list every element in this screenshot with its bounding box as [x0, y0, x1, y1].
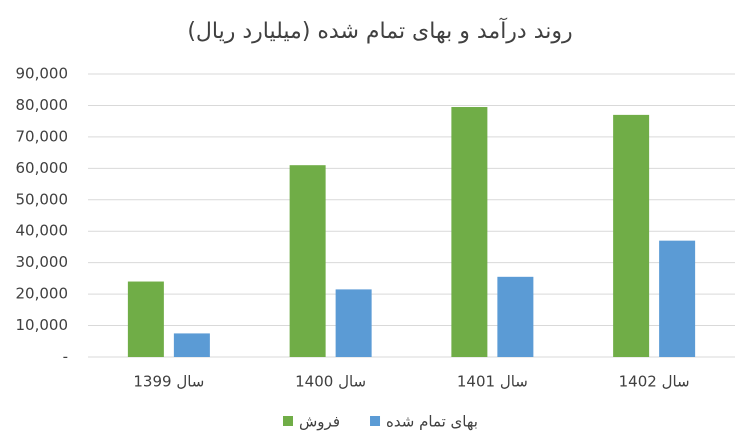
- x-tick-label: سال 1401: [457, 373, 528, 391]
- legend-label: فروش: [299, 413, 340, 431]
- y-tick-label: 10,000: [16, 316, 69, 334]
- bar: [173, 333, 210, 357]
- y-tick-label: 50,000: [16, 190, 69, 208]
- bar: [127, 281, 164, 357]
- bar: [451, 107, 488, 358]
- y-tick-label: -: [63, 348, 68, 366]
- bar: [289, 165, 326, 357]
- y-tick-label: 20,000: [16, 285, 69, 303]
- y-tick-label: 90,000: [16, 65, 69, 83]
- legend-label: بهای تمام شده: [386, 413, 478, 431]
- legend-swatch: [283, 416, 293, 426]
- y-tick-label: 70,000: [16, 127, 69, 145]
- legend-swatch: [370, 416, 381, 426]
- bar: [335, 289, 372, 357]
- bar: [613, 114, 650, 357]
- y-tick-label: 60,000: [16, 159, 69, 177]
- x-tick-label: سال 1400: [295, 373, 366, 391]
- bar: [659, 240, 696, 357]
- x-tick-label: سال 1399: [133, 373, 204, 391]
- bar: [497, 276, 534, 357]
- y-tick-label: 40,000: [16, 222, 69, 240]
- y-tick-label: 80,000: [16, 96, 69, 114]
- x-tick-label: سال 1402: [619, 373, 690, 391]
- chart-title: روند درآمد و بهای تمام شده (میلیارد ریال…: [187, 17, 572, 44]
- y-tick-label: 30,000: [16, 253, 69, 271]
